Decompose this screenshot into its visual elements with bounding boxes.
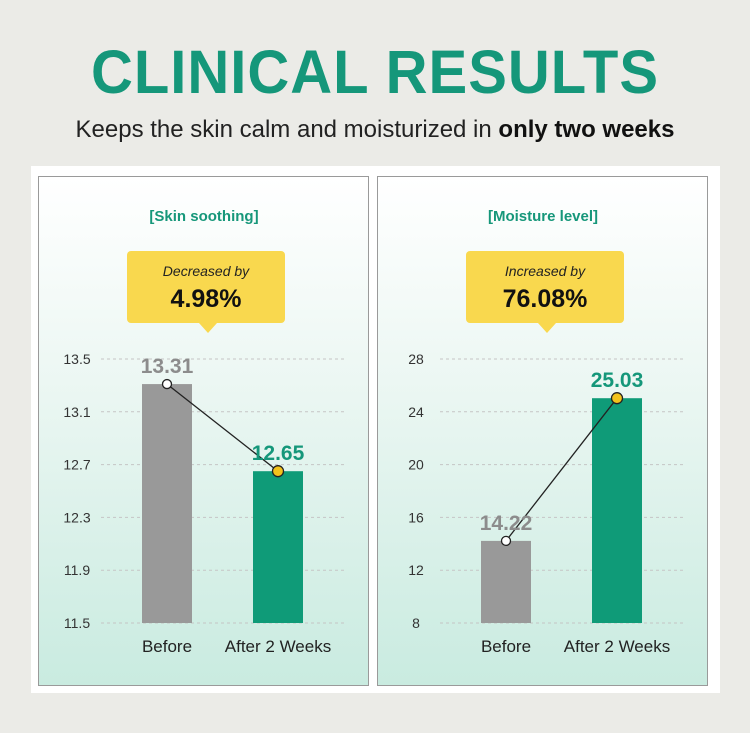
y-tick-label: 8 <box>412 615 420 631</box>
y-tick-label: 11.5 <box>64 615 90 631</box>
x-category-label: After 2 Weeks <box>564 637 670 656</box>
y-tick-label: 11.9 <box>64 562 90 578</box>
marker-after <box>271 465 285 478</box>
connector-line <box>166 383 279 472</box>
chart-title: [Moisture level] <box>488 208 598 225</box>
y-tick-label: 16 <box>408 509 424 525</box>
x-category-label: Before <box>142 637 192 656</box>
value-label-after: 25.03 <box>591 369 644 392</box>
bar-after <box>592 398 642 623</box>
y-tick-label: 20 <box>408 457 424 473</box>
callout-label: Increased by <box>505 263 586 279</box>
x-category-label: Before <box>481 637 531 656</box>
marker-after <box>610 392 624 405</box>
connector-line <box>505 397 618 542</box>
callout-box <box>466 251 624 323</box>
bar-before <box>481 540 531 623</box>
moisture-level-chart: [Moisture level] Increased by 76.08% 28 24 20… <box>408 208 683 656</box>
callout-label: Decreased by <box>163 263 250 279</box>
callout-box <box>127 251 285 323</box>
value-label-after: 12.65 <box>252 442 305 465</box>
x-category-label: After 2 Weeks <box>225 637 331 656</box>
chart-title: [Skin soothing] <box>149 208 258 225</box>
y-tick-label: 13.5 <box>63 351 90 367</box>
skin-soothing-chart: [Skin soothing] Decreased by 4.98% 13.5 13.1… <box>63 208 344 656</box>
value-label-before: 13.31 <box>141 355 194 378</box>
y-tick-label: 12.3 <box>63 509 90 525</box>
marker-before <box>161 378 173 390</box>
value-label-before: 14.22 <box>480 512 533 535</box>
skin-soothing-panel: [Skin soothing] Decreased by 4.98% 13.5 13.1… <box>38 176 369 686</box>
page-subtitle: Keeps the skin calm and moisturized in o… <box>0 113 750 147</box>
bar-after <box>253 471 303 623</box>
moisture-level-panel: [Moisture level] Increased by 76.08% 28 24 20… <box>377 176 708 686</box>
bar-before <box>142 384 192 623</box>
y-tick-label: 24 <box>408 404 424 420</box>
y-tick-label: 12.7 <box>63 457 90 473</box>
y-tick-label: 28 <box>408 351 424 367</box>
callout-value: 4.98% <box>171 285 242 313</box>
marker-before <box>500 535 512 547</box>
callout-pointer <box>199 323 217 333</box>
y-tick-label: 13.1 <box>63 404 90 420</box>
subtitle-text: Keeps the skin calm and moisturized in <box>75 116 499 143</box>
subtitle-emphasis: only two weeks <box>498 116 675 143</box>
callout-pointer <box>538 323 556 333</box>
y-tick-label: 12 <box>408 562 424 578</box>
callout-value: 76.08% <box>503 285 588 313</box>
page-title: CLINICAL RESULTS <box>90 38 660 107</box>
